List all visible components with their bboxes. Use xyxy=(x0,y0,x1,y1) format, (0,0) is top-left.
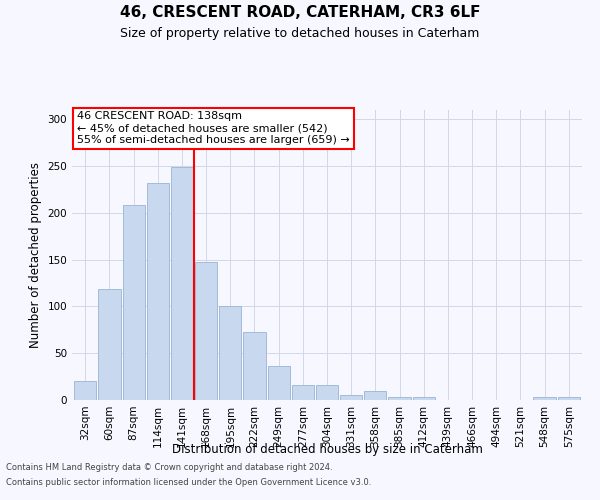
Bar xyxy=(146,183,169,400)
Bar xyxy=(74,382,97,400)
Bar xyxy=(219,306,241,400)
Bar xyxy=(388,397,410,400)
Text: Size of property relative to detached houses in Caterham: Size of property relative to detached ho… xyxy=(121,28,479,40)
Bar xyxy=(195,262,217,400)
Text: 46 CRESCENT ROAD: 138sqm
← 45% of detached houses are smaller (542)
55% of semi-: 46 CRESCENT ROAD: 138sqm ← 45% of detach… xyxy=(77,112,350,144)
Bar xyxy=(364,390,386,400)
Bar xyxy=(244,332,266,400)
Bar xyxy=(340,396,362,400)
Text: Contains public sector information licensed under the Open Government Licence v3: Contains public sector information licen… xyxy=(6,478,371,487)
Bar xyxy=(413,397,435,400)
Text: Distribution of detached houses by size in Caterham: Distribution of detached houses by size … xyxy=(172,442,482,456)
Text: 46, CRESCENT ROAD, CATERHAM, CR3 6LF: 46, CRESCENT ROAD, CATERHAM, CR3 6LF xyxy=(120,5,480,20)
Bar xyxy=(557,397,580,400)
Bar xyxy=(316,385,338,400)
Bar xyxy=(533,397,556,400)
Bar xyxy=(292,385,314,400)
Y-axis label: Number of detached properties: Number of detached properties xyxy=(29,162,42,348)
Bar xyxy=(268,366,290,400)
Bar xyxy=(171,167,193,400)
Text: Contains HM Land Registry data © Crown copyright and database right 2024.: Contains HM Land Registry data © Crown c… xyxy=(6,463,332,472)
Bar xyxy=(122,206,145,400)
Bar xyxy=(98,288,121,400)
